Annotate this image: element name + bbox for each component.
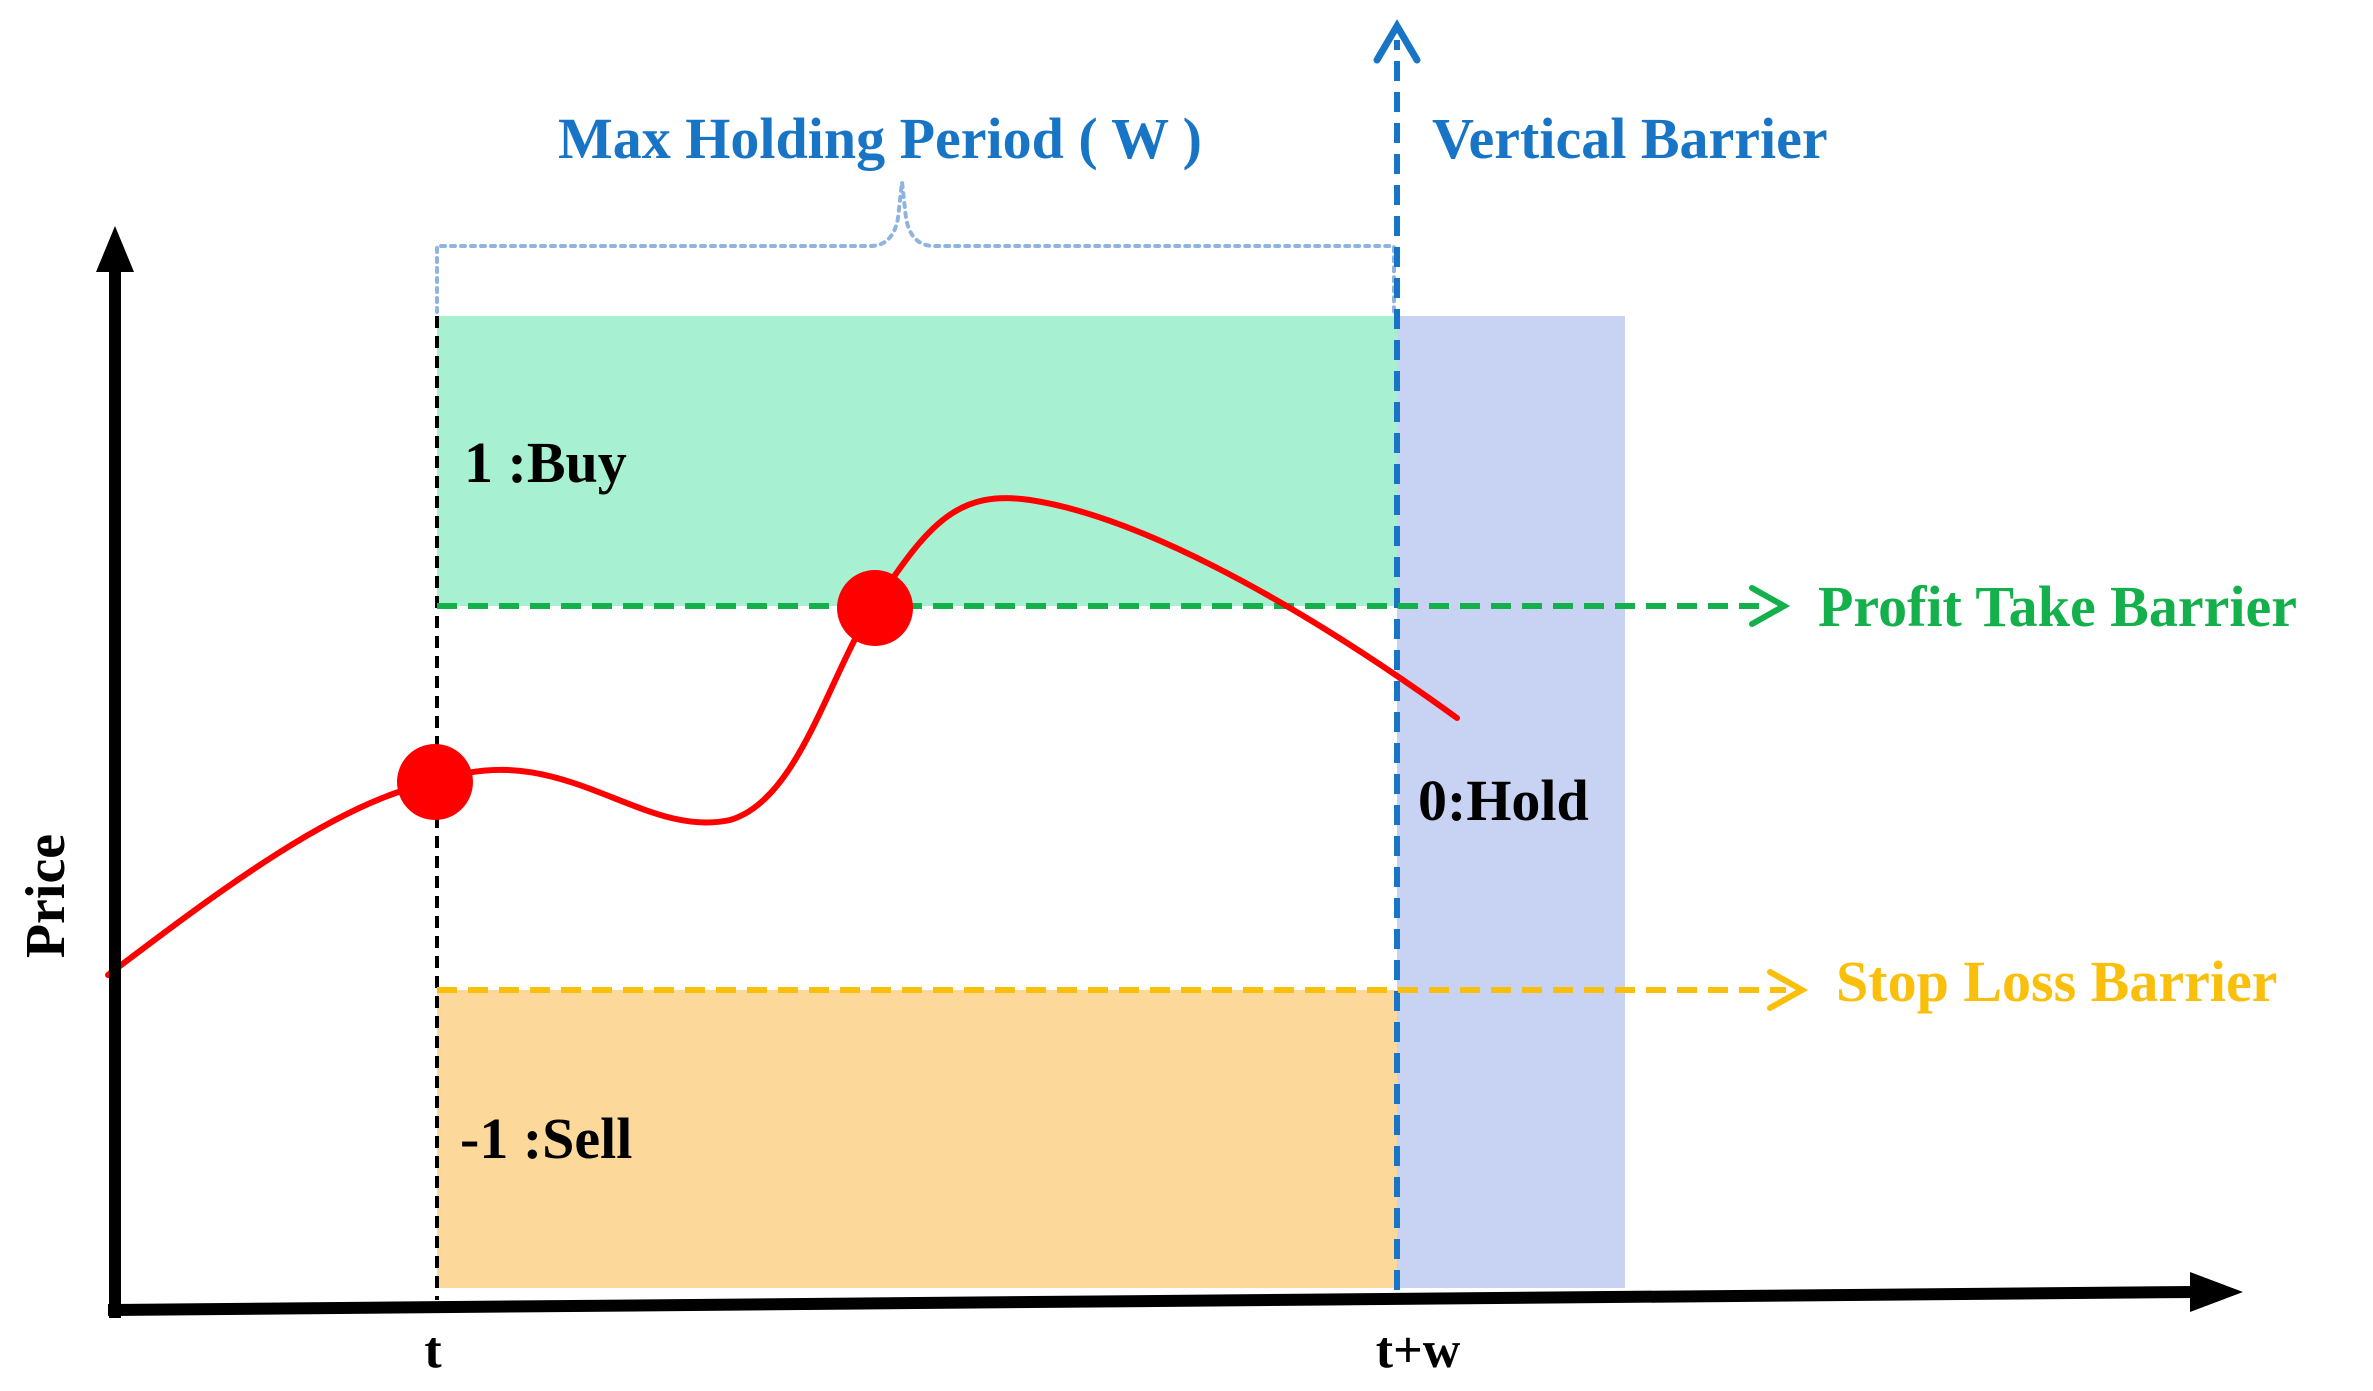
vertical-barrier-arrowhead bbox=[1373, 19, 1421, 64]
hold-zone-label: 0:Hold bbox=[1418, 768, 1589, 833]
max-holding-period-bracket bbox=[435, 181, 1396, 314]
price-curve bbox=[105, 495, 1460, 978]
y-axis-arrowhead bbox=[96, 226, 134, 272]
sell-zone bbox=[437, 990, 1397, 1288]
entry-point bbox=[397, 744, 473, 820]
sell-zone-label: -1 :Sell bbox=[460, 1106, 632, 1171]
vertical-barrier-label: Vertical Barrier bbox=[1432, 106, 1828, 171]
profit-take-hit-point bbox=[837, 570, 913, 646]
buy-zone-label: 1 :Buy bbox=[464, 430, 627, 495]
profit-take-barrier-label: Profit Take Barrier bbox=[1818, 574, 2297, 639]
x-axis-line bbox=[107, 1286, 2196, 1316]
stop-loss-arrowhead bbox=[1767, 969, 1809, 1011]
max-holding-period-label: Max Holding Period ( W ) bbox=[558, 106, 1202, 171]
profit-take-arrowhead bbox=[1749, 585, 1791, 627]
x-tick-label-start: t bbox=[424, 1322, 442, 1379]
stop-loss-barrier-label: Stop Loss Barrier bbox=[1836, 949, 2277, 1014]
x-axis-arrowhead bbox=[2190, 1272, 2243, 1312]
buy-zone bbox=[437, 316, 1397, 606]
y-axis-label: Price bbox=[15, 834, 77, 958]
hold-zone bbox=[1397, 316, 1625, 1288]
x-tick-label-end: t+w bbox=[1376, 1322, 1461, 1379]
